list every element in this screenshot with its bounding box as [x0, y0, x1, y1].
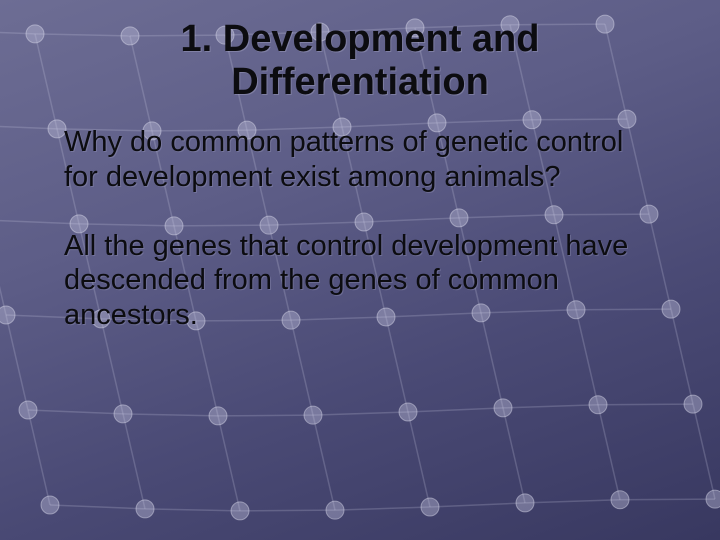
slide-content: 1. Development and Differentiation Why d… [0, 0, 720, 333]
slide-title: 1. Development and Differentiation [50, 18, 670, 103]
slide-question: Why do common patterns of genetic contro… [50, 125, 670, 195]
slide-answer: All the genes that control development h… [50, 229, 670, 333]
